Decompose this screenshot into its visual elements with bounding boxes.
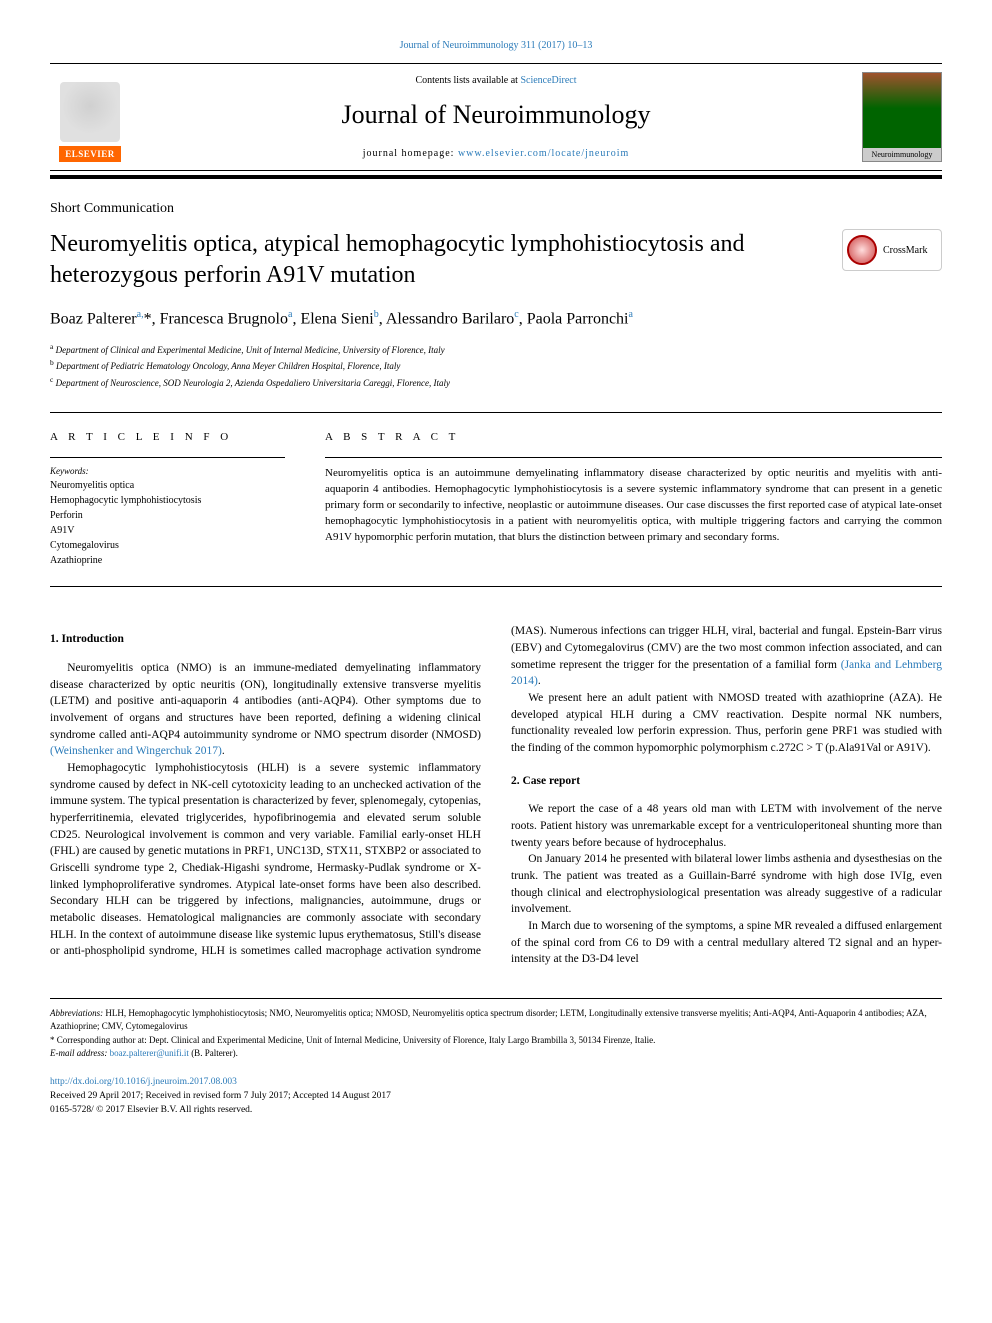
author-list: Boaz Palterera,*, Francesca Brugnoloa, E… <box>50 309 942 328</box>
abstract-rule <box>325 457 942 458</box>
paragraph: Neuromyelitis optica (NMO) is an immune-… <box>50 660 481 760</box>
article-type: Short Communication <box>50 201 942 217</box>
footnotes: Abbreviations: HLH, Hemophagocytic lymph… <box>50 998 942 1061</box>
email-link[interactable]: boaz.palterer@unifi.it <box>110 1048 189 1058</box>
crossmark-icon <box>847 235 877 265</box>
doi-link[interactable]: http://dx.doi.org/10.1016/j.jneuroim.201… <box>50 1077 237 1087</box>
affiliations: a Department of Clinical and Experimenta… <box>50 341 942 391</box>
article-info-column: A R T I C L E I N F O Keywords: Neuromye… <box>50 431 285 568</box>
crossmark-label: CrossMark <box>883 245 927 256</box>
received-dates: Received 29 April 2017; Received in revi… <box>50 1089 942 1103</box>
issn-copyright: 0165-5728/ © 2017 Elsevier B.V. All righ… <box>50 1103 942 1117</box>
homepage-prefix: journal homepage: <box>363 148 458 159</box>
info-rule <box>50 457 285 458</box>
paragraph: We report the case of a 48 years old man… <box>511 801 942 851</box>
abstract-heading: A B S T R A C T <box>325 431 942 443</box>
contents-prefix: Contents lists available at <box>415 75 520 86</box>
email-label: E-mail address: <box>50 1048 110 1058</box>
article-body: 1. Introduction Neuromyelitis optica (NM… <box>50 623 942 968</box>
running-head: Journal of Neuroimmunology 311 (2017) 10… <box>50 40 942 51</box>
sciencedirect-link[interactable]: ScienceDirect <box>520 75 576 86</box>
elsevier-tree-icon <box>60 82 120 142</box>
corresponding-author-note: * Corresponding author at: Dept. Clinica… <box>50 1034 942 1048</box>
journal-homepage: journal homepage: www.elsevier.com/locat… <box>150 148 842 159</box>
email-note: E-mail address: boaz.palterer@unifi.it (… <box>50 1047 942 1061</box>
article-title: Neuromyelitis optica, atypical hemophago… <box>50 229 822 291</box>
abbrev-label: Abbreviations: <box>50 1008 103 1018</box>
abstract-text: Neuromyelitis optica is an autoimmune de… <box>325 466 942 546</box>
header-center: Contents lists available at ScienceDirec… <box>150 75 842 159</box>
publisher-logo: ELSEVIER <box>50 72 130 162</box>
section-heading-intro: 1. Introduction <box>50 631 481 648</box>
citation-link[interactable]: (Weinshenker and Wingerchuk 2017) <box>50 745 222 757</box>
running-head-link[interactable]: Journal of Neuroimmunology 311 (2017) 10… <box>400 40 593 51</box>
keywords-label: Keywords: <box>50 466 285 476</box>
contents-line: Contents lists available at ScienceDirec… <box>150 75 842 86</box>
keywords-list: Neuromyelitis opticaHemophagocytic lymph… <box>50 478 285 568</box>
journal-title: Journal of Neuroimmunology <box>150 100 842 130</box>
journal-header: ELSEVIER Contents lists available at Sci… <box>50 63 942 171</box>
journal-cover-thumbnail: Neuroimmunology <box>862 72 942 162</box>
crossmark-badge[interactable]: CrossMark <box>842 229 942 271</box>
article-info-heading: A R T I C L E I N F O <box>50 431 285 443</box>
abbreviations-note: Abbreviations: HLH, Hemophagocytic lymph… <box>50 1007 942 1034</box>
journal-cover-label: Neuroimmunology <box>863 148 941 161</box>
paragraph: On January 2014 he presented with bilate… <box>511 851 942 918</box>
thick-rule <box>50 175 942 179</box>
page: Journal of Neuroimmunology 311 (2017) 10… <box>0 0 992 1158</box>
abstract-column: A B S T R A C T Neuromyelitis optica is … <box>325 431 942 568</box>
info-abstract-block: A R T I C L E I N F O Keywords: Neuromye… <box>50 412 942 587</box>
paragraph: We present here an adult patient with NM… <box>511 690 942 757</box>
section-heading-case: 2. Case report <box>511 773 942 790</box>
paragraph: In March due to worsening of the symptom… <box>511 918 942 968</box>
homepage-link[interactable]: www.elsevier.com/locate/jneuroim <box>458 148 629 159</box>
doi-block: http://dx.doi.org/10.1016/j.jneuroim.201… <box>50 1075 942 1118</box>
elsevier-wordmark: ELSEVIER <box>59 146 121 162</box>
